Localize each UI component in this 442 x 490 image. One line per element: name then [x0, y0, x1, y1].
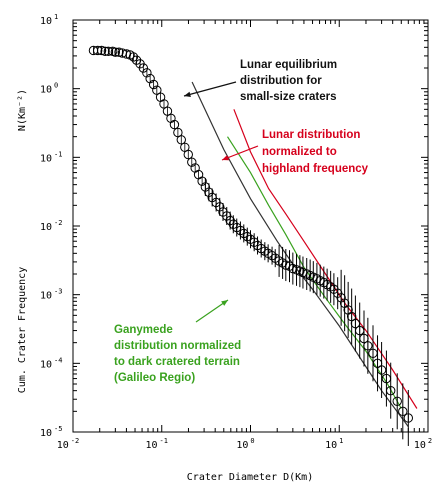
- x-axis-title: Crater Diameter D(Km): [187, 472, 313, 483]
- data-point: [131, 55, 142, 65]
- data-point: [152, 85, 162, 95]
- lunar-equilibrium-annotation-line: distribution for: [240, 75, 322, 87]
- data-point: [193, 169, 204, 180]
- y-tick-label: 10 -4: [40, 356, 62, 370]
- y-tick-label: 10 -1: [40, 150, 62, 164]
- tick-labels: 10 -2 10 -1 10 0 10 1 10 2 10 1 10 0 10 -1 10 -2 10 -3 10 -4 1…: [40, 13, 432, 451]
- lunar-highland-annotation-line: normalized to: [262, 146, 337, 158]
- x-tick-label: 10 -2: [57, 437, 79, 451]
- x-tick-label: 10 0: [236, 437, 254, 451]
- ganymede-annotation-arrowhead: [221, 300, 228, 306]
- lunar-highland-line: [233, 109, 418, 409]
- data-point: [386, 385, 396, 396]
- lunar-highland-annotation-line: Lunar distribution: [262, 129, 360, 141]
- ganymede-annotation-line: distribution normalized: [114, 340, 241, 352]
- data-point: [376, 365, 387, 375]
- data-point: [169, 119, 180, 130]
- data-point: [398, 406, 408, 417]
- data-point: [403, 413, 414, 423]
- ganymede-annotation-line: to dark cratered terrain: [114, 356, 240, 368]
- lunar-equilibrium-annotation-line: small-size craters: [240, 91, 337, 103]
- y-axis-title: Cum. Crater Frequency: [17, 267, 28, 393]
- ganymede-annotation-line: (Galileo Regio): [114, 372, 195, 384]
- ganymede-annotation-line: Ganymede: [114, 324, 173, 336]
- data-point: [228, 219, 238, 229]
- data-point: [363, 341, 373, 351]
- lunar-equilibrium-annotation-arrow: [183, 81, 237, 97]
- y-tick-label: 10 -3: [40, 288, 62, 302]
- data-point: [232, 222, 242, 233]
- y-tick-label: 10 -2: [40, 219, 62, 233]
- axis-ticks: [72, 20, 428, 433]
- data-point: [355, 325, 365, 336]
- data-points: [88, 45, 414, 446]
- x-tick-label: 10 -1: [146, 437, 168, 451]
- data-point: [114, 47, 124, 57]
- y-tick-label: 10 1: [40, 13, 58, 27]
- data-point: [183, 149, 193, 160]
- data-point: [239, 228, 249, 239]
- lunar-equilibrium-annotation-arrowhead: [184, 91, 191, 97]
- y-tick-label: 10 0: [40, 82, 58, 96]
- lunar-highland-annotation-arrowhead: [222, 155, 229, 161]
- data-point: [176, 135, 186, 145]
- data-point: [166, 113, 176, 124]
- annotations: Lunar equilibrium distribution for small-s…: [114, 59, 369, 384]
- x-tick-label: 10 2: [414, 437, 432, 451]
- ganymede-annotation-arrow: [195, 299, 229, 323]
- y-tick-label: 10 -5: [40, 425, 62, 439]
- x-tick-label: 10 1: [325, 437, 343, 451]
- data-point: [368, 348, 378, 358]
- data-point: [392, 396, 402, 406]
- lunar-equilibrium-annotation-line: Lunar equilibrium: [240, 59, 337, 71]
- y-axis-units: N(Km⁻²): [17, 89, 28, 131]
- lunar-highland-annotation-line: highland frequency: [262, 163, 369, 175]
